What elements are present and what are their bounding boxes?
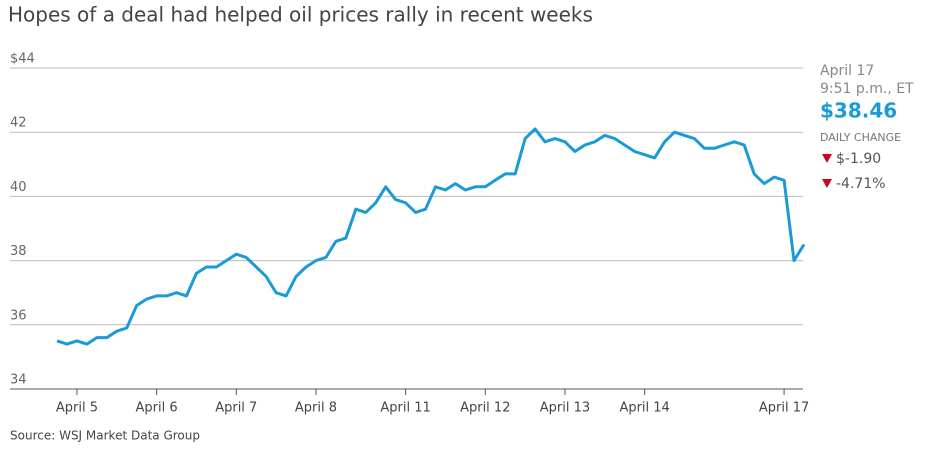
- latest-price: $38.46: [820, 99, 897, 123]
- y-tick-label: 36: [10, 308, 27, 323]
- price-line: [56, 127, 806, 346]
- daily-change: $-1.90: [836, 151, 881, 167]
- y-tick-label: $44: [10, 52, 35, 67]
- down-arrow: [822, 154, 832, 163]
- down-arrow: [822, 179, 832, 188]
- latest-date: April 17: [820, 63, 874, 79]
- change-label: DAILY CHANGE: [820, 131, 901, 144]
- y-tick-label: 42: [10, 116, 27, 131]
- x-tick-label: April 5: [56, 401, 98, 416]
- y-tick-label: 34: [10, 373, 27, 388]
- x-tick-label: April 7: [215, 401, 257, 416]
- x-tick-label: April 8: [295, 401, 337, 416]
- y-tick-label: 38: [10, 244, 27, 259]
- latest-time: 9:51 p.m., ET: [820, 81, 914, 97]
- chart-title: Hopes of a deal had helped oil prices ra…: [8, 3, 593, 27]
- x-tick-label: April 13: [540, 401, 590, 416]
- x-tick-label: April 12: [460, 401, 510, 416]
- x-tick-label: April 11: [380, 401, 430, 416]
- x-tick-label: April 17: [759, 401, 809, 416]
- y-tick-label: 40: [10, 180, 27, 195]
- x-tick-label: April 6: [136, 401, 178, 416]
- source: Source: WSJ Market Data Group: [10, 429, 200, 443]
- daily-change-pct: -4.71%: [836, 176, 886, 192]
- x-tick-label: April 14: [619, 401, 669, 416]
